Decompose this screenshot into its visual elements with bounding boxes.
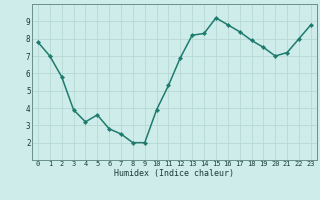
X-axis label: Humidex (Indice chaleur): Humidex (Indice chaleur) bbox=[115, 169, 234, 178]
